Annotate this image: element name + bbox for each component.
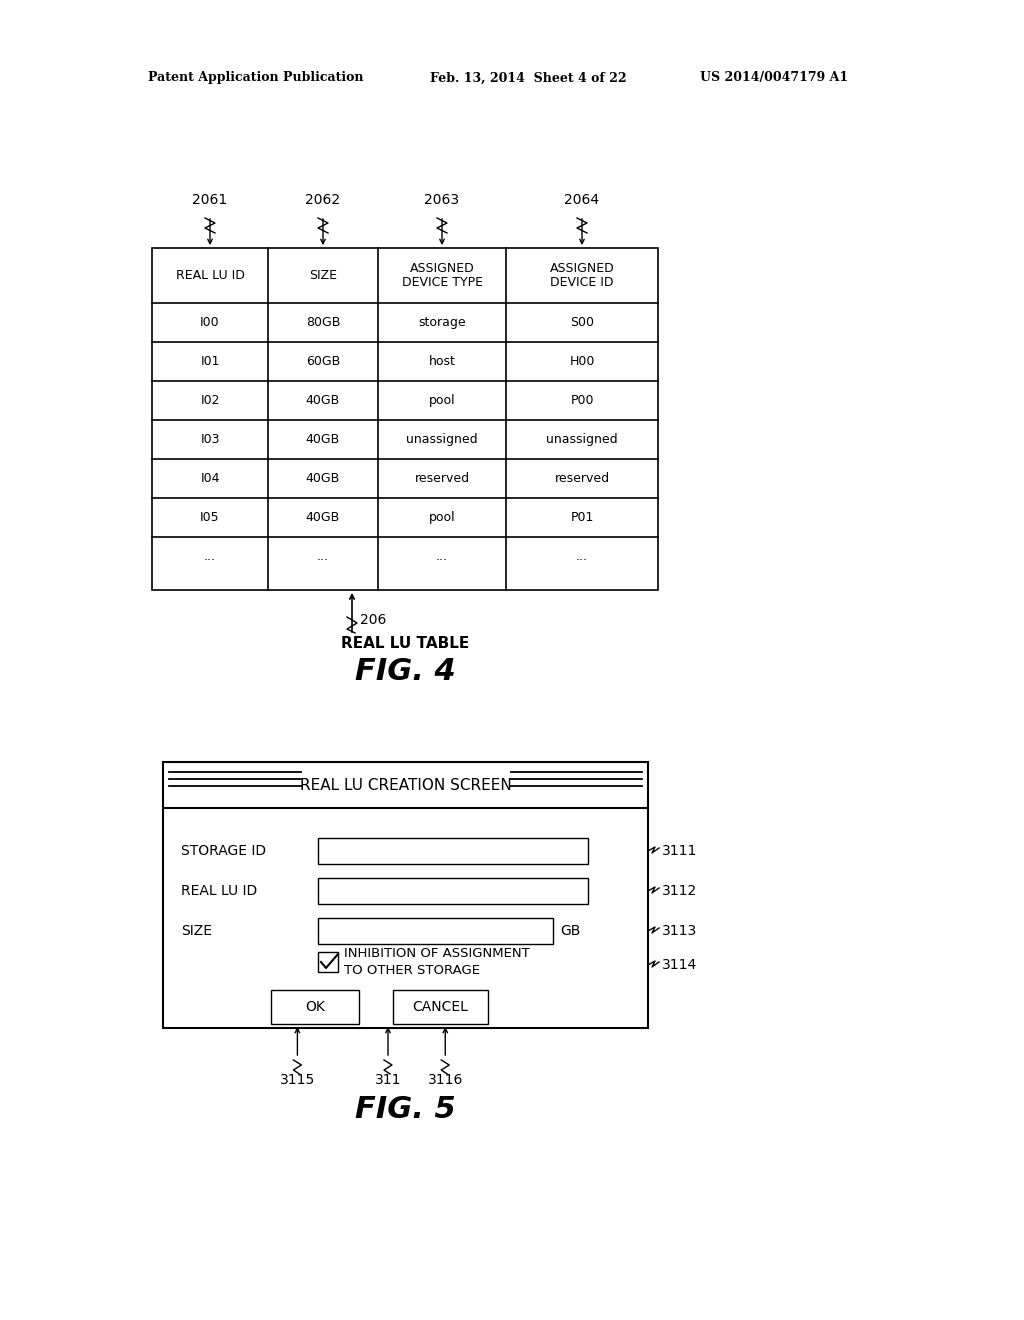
Text: I05: I05 [200,511,220,524]
Text: I03: I03 [201,433,220,446]
Text: unassigned: unassigned [546,433,617,446]
Text: REAL LU TABLE: REAL LU TABLE [341,635,469,651]
Text: 2062: 2062 [305,193,341,207]
Text: ...: ... [204,550,216,564]
Text: reserved: reserved [554,473,609,484]
Text: SIZE: SIZE [181,924,212,939]
Text: pool: pool [429,511,456,524]
Text: storage: storage [418,315,466,329]
Text: 3111: 3111 [662,843,697,858]
Bar [318,838,588,865]
Text: 40GB: 40GB [306,473,340,484]
Bar [271,990,359,1024]
Text: 2061: 2061 [193,193,227,207]
Text: FIG. 4: FIG. 4 [354,657,456,686]
Text: 2063: 2063 [424,193,460,207]
Text: 311: 311 [375,1073,401,1086]
Bar [393,990,488,1024]
Text: ...: ... [575,550,588,564]
Text: I04: I04 [201,473,220,484]
Text: CANCEL: CANCEL [413,1001,468,1014]
Text: 80GB: 80GB [306,315,340,329]
Text: SIZE: SIZE [309,269,337,282]
Text: INHIBITION OF ASSIGNMENT
TO OTHER STORAGE: INHIBITION OF ASSIGNMENT TO OTHER STORAG… [344,946,529,977]
Text: Feb. 13, 2014  Sheet 4 of 22: Feb. 13, 2014 Sheet 4 of 22 [430,71,627,84]
Text: pool: pool [429,393,456,407]
Text: 3113: 3113 [662,924,697,939]
Text: 3114: 3114 [662,958,697,972]
Text: reserved: reserved [415,473,470,484]
Text: unassigned: unassigned [407,433,478,446]
Text: STORAGE ID: STORAGE ID [181,843,266,858]
Bar [163,762,648,1028]
Bar [318,952,338,972]
Text: ...: ... [317,550,329,564]
Text: I02: I02 [201,393,220,407]
Text: ASSIGNED
DEVICE ID: ASSIGNED DEVICE ID [550,261,614,289]
Text: REAL LU CREATION SCREEN: REAL LU CREATION SCREEN [300,777,511,792]
Text: 2064: 2064 [564,193,600,207]
Text: REAL LU ID: REAL LU ID [175,269,245,282]
Text: 40GB: 40GB [306,433,340,446]
Text: host: host [429,355,456,368]
Bar [152,248,658,590]
Text: 3112: 3112 [662,884,697,898]
Text: 3116: 3116 [428,1073,463,1086]
Text: I00: I00 [200,315,220,329]
Text: I01: I01 [201,355,220,368]
Text: 3115: 3115 [280,1073,315,1086]
Text: 60GB: 60GB [306,355,340,368]
Text: S00: S00 [570,315,594,329]
Text: 40GB: 40GB [306,511,340,524]
Text: OK: OK [305,1001,325,1014]
Text: ASSIGNED
DEVICE TYPE: ASSIGNED DEVICE TYPE [401,261,482,289]
Text: 40GB: 40GB [306,393,340,407]
Text: ...: ... [436,550,449,564]
Text: P01: P01 [570,511,594,524]
Text: REAL LU ID: REAL LU ID [181,884,257,898]
Text: US 2014/0047179 A1: US 2014/0047179 A1 [700,71,848,84]
Text: GB: GB [560,924,581,939]
Text: Patent Application Publication: Patent Application Publication [148,71,364,84]
Text: P00: P00 [570,393,594,407]
Text: 206: 206 [360,612,386,627]
Text: H00: H00 [569,355,595,368]
Bar [318,917,553,944]
Bar [318,878,588,904]
Text: FIG. 5: FIG. 5 [355,1096,456,1125]
